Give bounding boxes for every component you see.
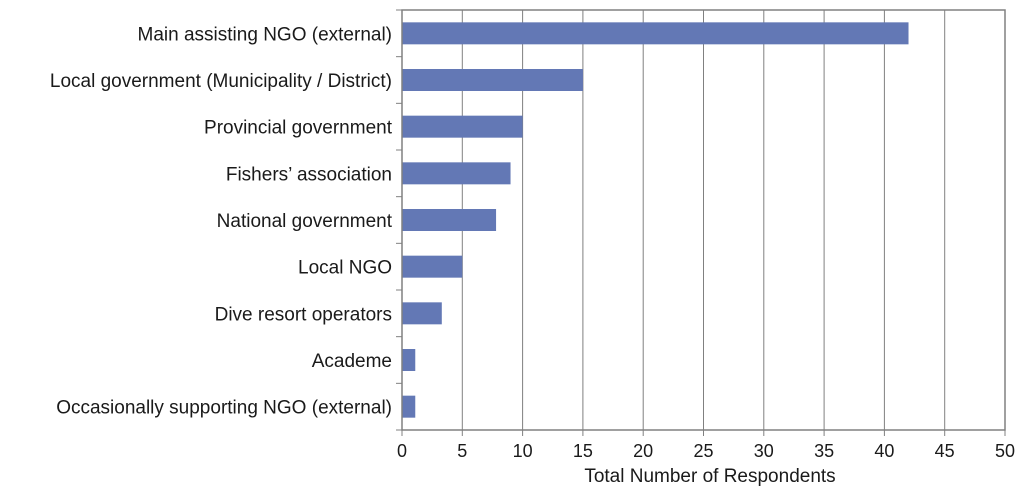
bar <box>402 115 523 138</box>
x-tick-label: 15 <box>573 441 593 461</box>
category-label: Provincial government <box>204 118 393 139</box>
x-tick-label: 20 <box>633 441 653 461</box>
x-tick-label: 0 <box>397 441 407 461</box>
category-label: Local government (Municipality / Distric… <box>50 71 392 92</box>
category-label: Main assisting NGO (external) <box>138 24 392 45</box>
x-tick-label: 40 <box>874 441 894 461</box>
bar <box>402 255 463 278</box>
plot-frame <box>396 9 1006 436</box>
bar <box>402 22 909 45</box>
x-tick-label: 10 <box>513 441 533 461</box>
bar <box>402 302 442 325</box>
bar <box>402 209 497 231</box>
x-tick-label: 30 <box>754 441 774 461</box>
x-tick-label: 5 <box>457 441 467 461</box>
category-label: Local NGO <box>298 258 392 279</box>
x-tick-label: 45 <box>935 441 955 461</box>
bar <box>402 395 416 418</box>
category-label: Occasionally supporting NGO (external) <box>56 398 392 419</box>
category-label: Academe <box>312 351 392 372</box>
x-tick-labels: 0 5 10 15 20 25 30 35 40 45 50 <box>397 441 1015 461</box>
bar <box>402 349 416 371</box>
bar <box>402 69 583 91</box>
category-label: National government <box>217 211 393 232</box>
bars <box>402 22 909 418</box>
x-tick-label: 35 <box>814 441 834 461</box>
x-axis-title: Total Number of Respondents <box>584 466 835 487</box>
bar <box>402 162 511 185</box>
category-label: Fishers’ association <box>226 164 392 185</box>
category-label: Dive resort operators <box>215 304 392 325</box>
plot-area-border <box>401 9 1006 431</box>
x-tick-label: 25 <box>693 441 713 461</box>
x-tick-label: 50 <box>995 441 1015 461</box>
category-labels: Main assisting NGO (external) Local gover… <box>50 24 393 418</box>
